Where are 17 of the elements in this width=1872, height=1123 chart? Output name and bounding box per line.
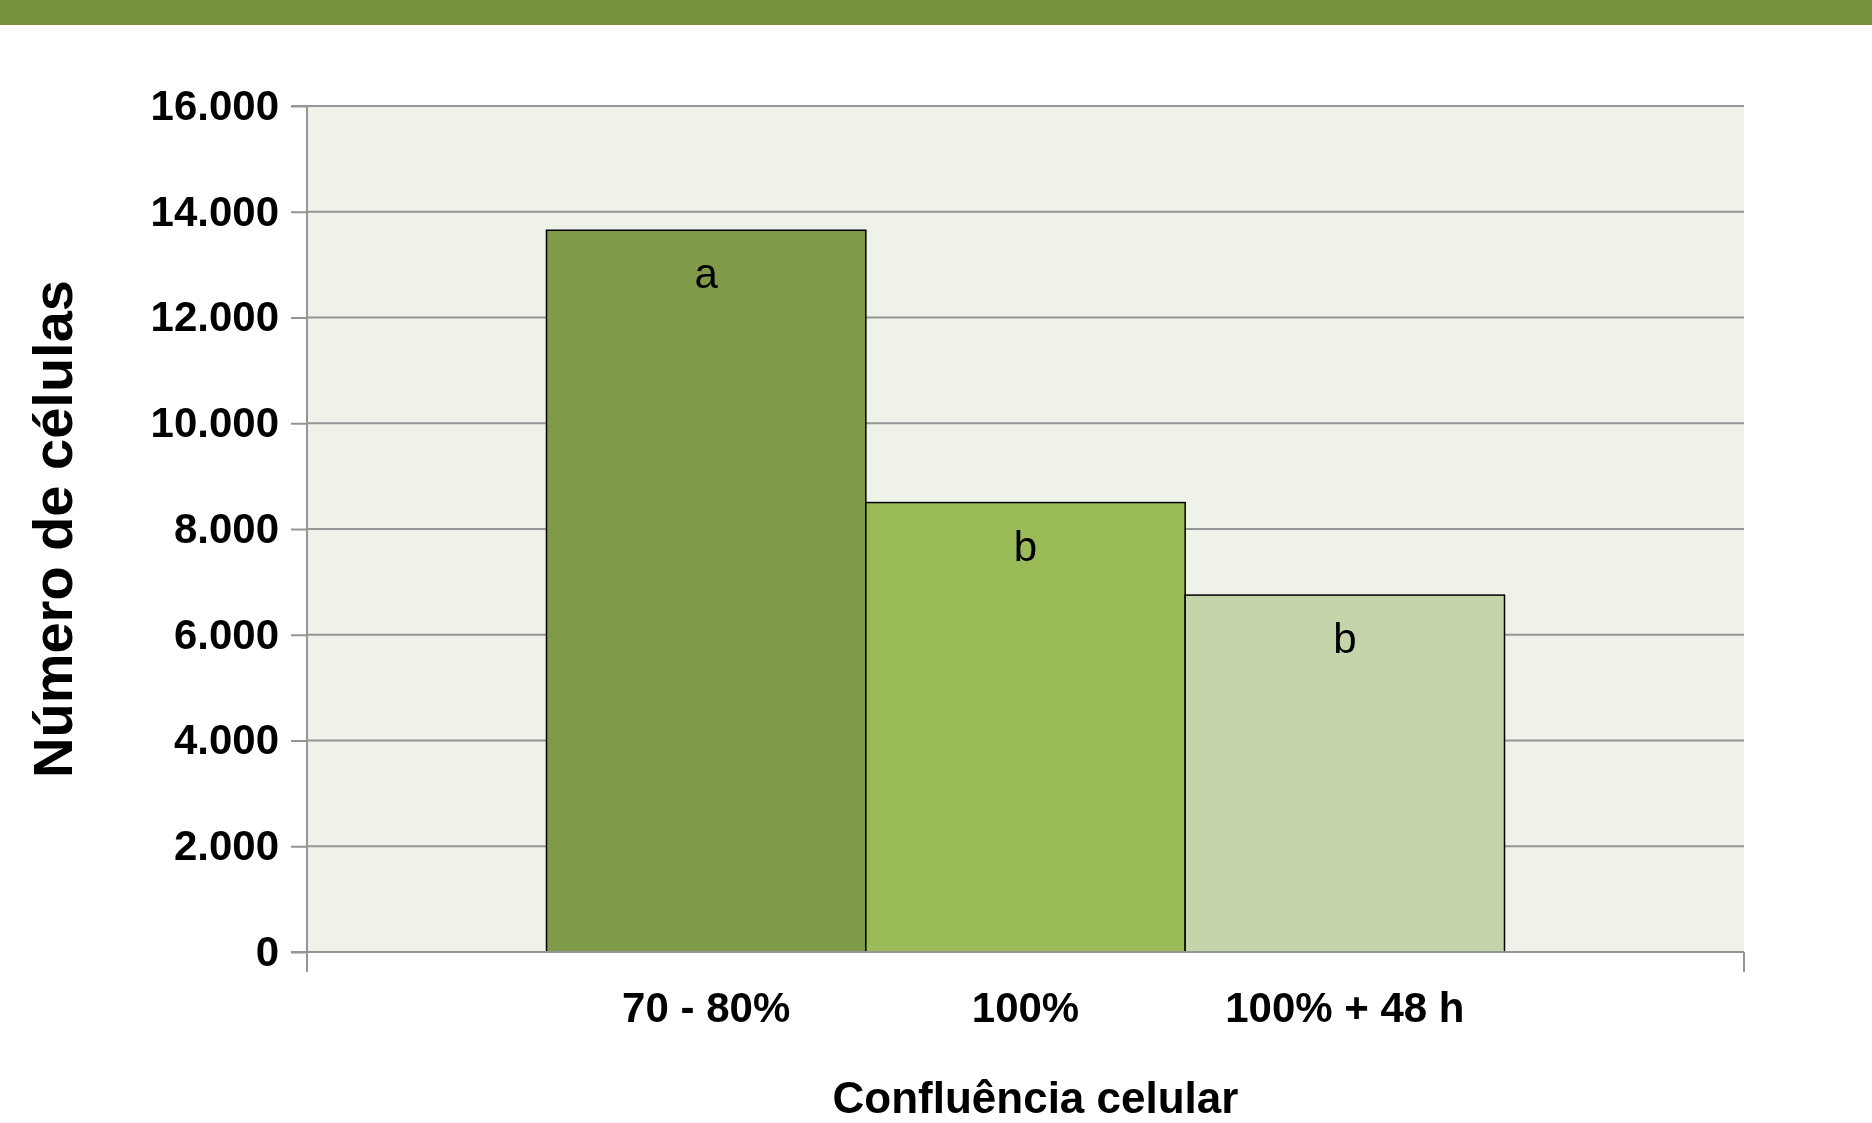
x-tick-label: 70 - 80% xyxy=(622,983,791,1031)
y-tick-label: 10.000 xyxy=(150,399,279,447)
y-tick-label: 8.000 xyxy=(173,504,279,552)
y-tick-label: 6.000 xyxy=(173,610,279,658)
y-tick-label: 4.000 xyxy=(173,716,279,764)
y-axis-title: Número de células xyxy=(21,280,84,778)
annotation: b xyxy=(1333,615,1357,663)
annotation: b xyxy=(1013,522,1038,570)
y-tick-label: 0 xyxy=(255,927,279,975)
x-axis-title: Confluência celular xyxy=(832,1073,1239,1122)
y-tick-label: 12.000 xyxy=(150,293,279,341)
x-tick-label: 100% xyxy=(971,983,1080,1031)
y-tick-label: 14.000 xyxy=(150,187,279,235)
y-tick-label: 2.000 xyxy=(173,822,279,870)
y-tick-label: 16.000 xyxy=(150,81,279,129)
x-tick-label: 100% + 48 h xyxy=(1225,983,1465,1031)
annotation: a xyxy=(694,250,719,298)
